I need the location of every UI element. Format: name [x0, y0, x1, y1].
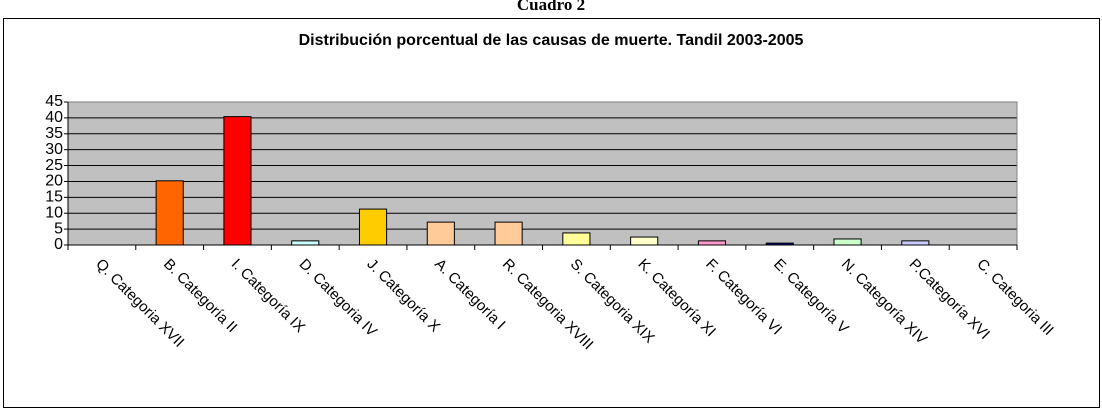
bar: [901, 240, 930, 246]
page-header: Cuadro 2: [517, 0, 585, 14]
bar: [358, 208, 388, 246]
y-tick-label: 25: [45, 157, 63, 174]
y-tick-label: 40: [45, 109, 63, 126]
bar: [426, 221, 455, 246]
y-tick-label: 35: [45, 125, 63, 142]
y-tick-label: 45: [45, 93, 63, 110]
bar: [833, 238, 862, 246]
y-tick-label: 5: [54, 220, 63, 237]
bar: [697, 240, 727, 246]
y-tick-label: 15: [45, 189, 63, 206]
bar: [155, 180, 184, 246]
bar: [291, 240, 320, 246]
y-tick-label: 10: [45, 204, 63, 221]
bar: [223, 116, 252, 246]
bar: [562, 232, 591, 246]
y-tick-label: 20: [45, 173, 63, 190]
bar: [494, 221, 523, 246]
y-tick-label: 0: [54, 236, 63, 253]
bar: [630, 236, 659, 246]
chart-title: Distribución porcentual de las causas de…: [299, 32, 804, 49]
y-tick-label: 30: [45, 141, 63, 158]
plot-area: [68, 102, 1017, 245]
